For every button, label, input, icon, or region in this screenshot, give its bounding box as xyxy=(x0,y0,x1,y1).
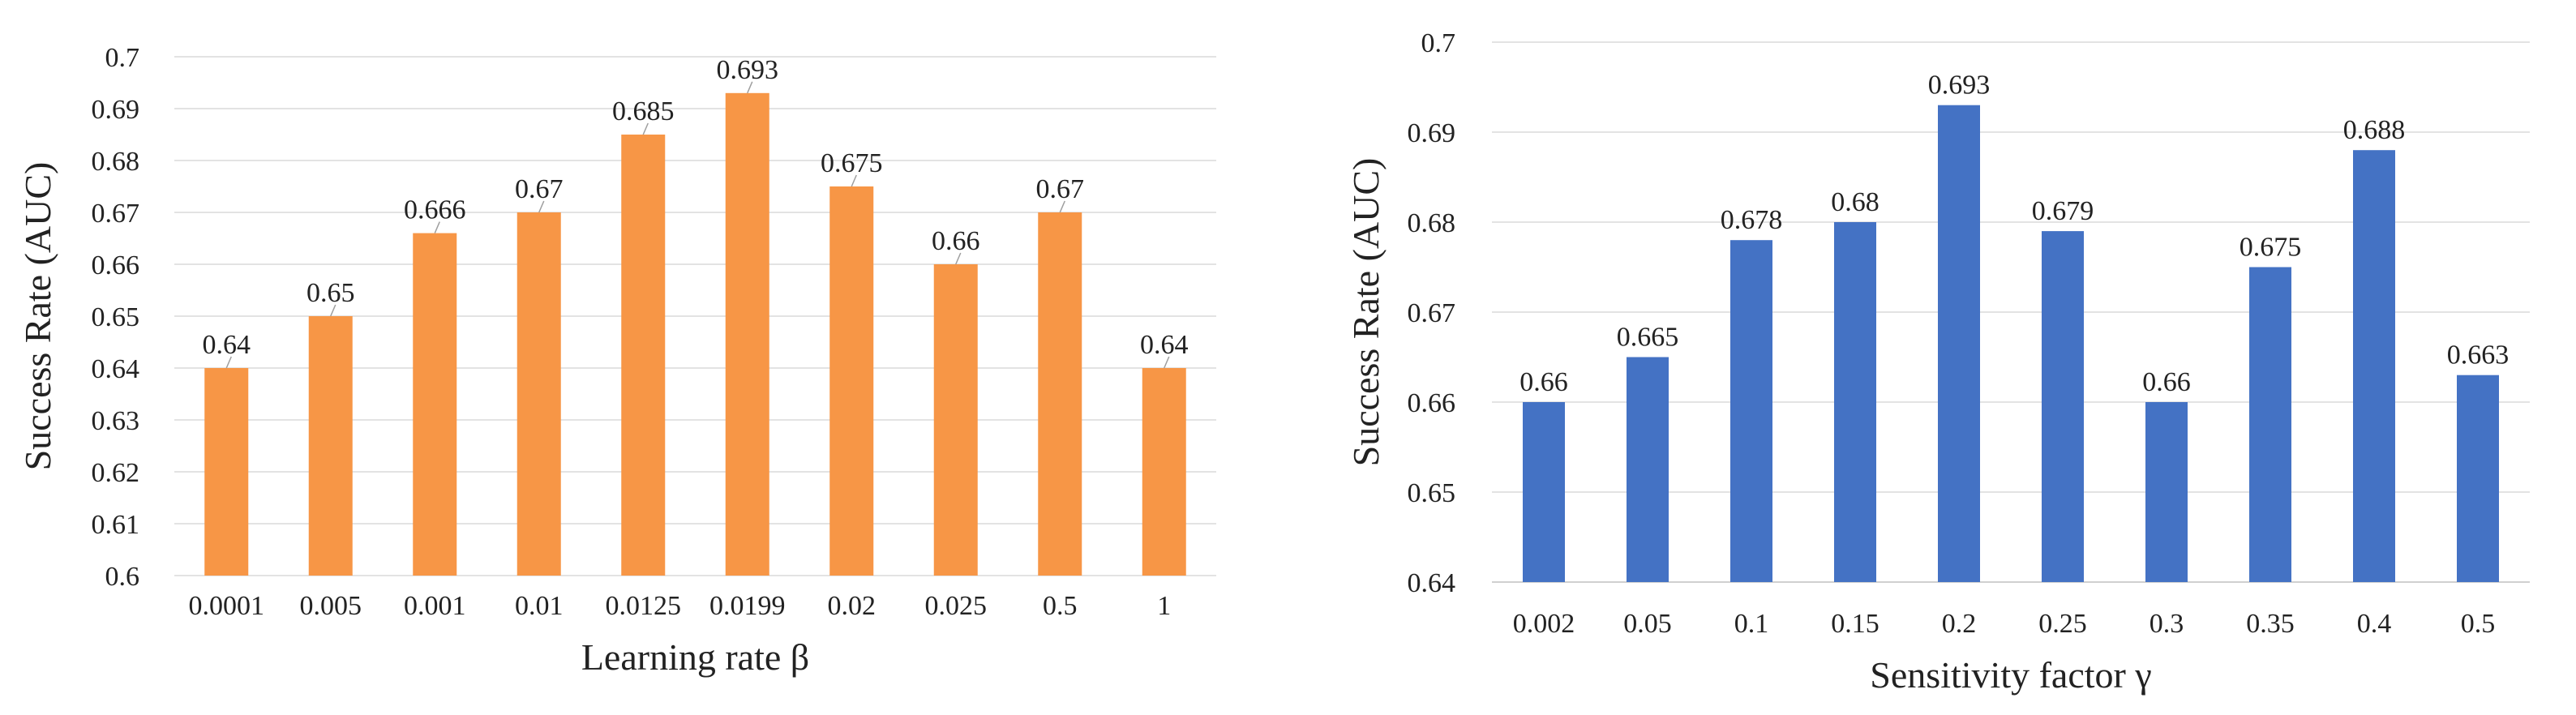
label-leader-line xyxy=(225,356,232,369)
learning-rate-chart: 0.6 0.61 0.62 0.63 0.64 0.65 0.66 0.67 0.68 0.69 0… xyxy=(17,43,1216,678)
x-tick-label: 0.0199 xyxy=(709,591,786,621)
x-tick-label: 0.3 xyxy=(2150,609,2184,639)
y-tick-label: 0.64 xyxy=(1408,568,1456,598)
y-tick-label: 0.63 xyxy=(92,406,140,436)
label-leader-line xyxy=(1059,200,1065,213)
label-leader-line xyxy=(851,174,857,187)
label-leader-line xyxy=(538,200,545,213)
data-label: 0.685 xyxy=(612,96,675,126)
data-label: 0.65 xyxy=(306,278,355,308)
x-tick-label: 0.15 xyxy=(1831,609,1879,639)
y-axis-title: Success Rate (AUC) xyxy=(1345,158,1387,467)
x-tick-label: 0.5 xyxy=(1043,591,1078,621)
label-leader-line xyxy=(955,252,962,265)
label-leader-line xyxy=(434,221,440,233)
x-tick-label: 0.02 xyxy=(828,591,877,621)
x-tick-label: 1 xyxy=(1157,591,1171,621)
x-axis-title: Learning rate β xyxy=(581,636,809,678)
data-label: 0.693 xyxy=(1928,71,1991,101)
data-label: 0.66 xyxy=(2142,367,2191,397)
bar xyxy=(516,212,561,576)
y-tick-label: 0.67 xyxy=(92,199,140,229)
data-label: 0.665 xyxy=(1617,323,1679,353)
data-label: 0.679 xyxy=(2032,196,2094,226)
data-label: 0.678 xyxy=(1721,205,1783,235)
bar xyxy=(2457,375,2499,582)
x-tick-label: 0.35 xyxy=(2246,609,2295,639)
bar xyxy=(308,316,353,576)
data-label: 0.67 xyxy=(515,174,564,204)
data-label: 0.64 xyxy=(203,330,251,360)
label-leader-line xyxy=(747,81,753,94)
bar xyxy=(2353,150,2395,582)
bar xyxy=(1834,222,1876,582)
data-label: 0.66 xyxy=(932,226,980,256)
x-tick-label: 0.0125 xyxy=(606,591,682,621)
x-tick-label: 0.5 xyxy=(2461,609,2496,639)
x-tick-label: 0.005 xyxy=(300,591,362,621)
y-tick-label: 0.67 xyxy=(1408,298,1456,328)
y-tick-label: 0.68 xyxy=(92,147,140,177)
y-tick-label: 0.66 xyxy=(92,250,140,280)
y-tick-label: 0.65 xyxy=(1408,478,1456,508)
bar xyxy=(2145,402,2188,582)
y-tick-label: 0.65 xyxy=(92,302,140,332)
bar xyxy=(2249,267,2291,582)
y-tick-label: 0.66 xyxy=(1408,388,1456,418)
x-axis-title: Sensitivity factor γ xyxy=(1870,654,2151,696)
x-tick-label: 0.025 xyxy=(925,591,988,621)
y-tick-label: 0.6 xyxy=(105,562,140,592)
x-tick-label: 0.002 xyxy=(1513,609,1575,639)
label-leader-line xyxy=(642,122,649,135)
bar xyxy=(2042,231,2084,582)
x-tick-label: 0.0001 xyxy=(189,591,265,621)
data-label: 0.693 xyxy=(717,55,779,85)
bar xyxy=(1938,105,1980,582)
bar xyxy=(829,186,874,576)
bar xyxy=(204,368,249,576)
data-label: 0.666 xyxy=(404,195,466,225)
bar xyxy=(621,135,666,576)
y-tick-label: 0.69 xyxy=(1408,118,1456,148)
bar xyxy=(1038,212,1082,576)
data-label: 0.67 xyxy=(1036,174,1085,204)
y-tick-label: 0.61 xyxy=(92,510,140,540)
bar xyxy=(1627,357,1669,582)
bar xyxy=(1523,402,1565,582)
label-leader-line xyxy=(1164,356,1170,369)
x-tick-label: 0.4 xyxy=(2357,609,2392,639)
y-axis-title: Success Rate (AUC) xyxy=(17,162,58,471)
data-label: 0.675 xyxy=(2240,233,2302,263)
data-label: 0.663 xyxy=(2447,340,2510,370)
bar xyxy=(725,92,769,576)
label-leader-line xyxy=(330,304,336,317)
x-tick-label: 0.25 xyxy=(2038,609,2087,639)
data-label: 0.688 xyxy=(2343,115,2406,145)
y-tick-label: 0.64 xyxy=(92,354,140,384)
bar xyxy=(933,264,978,576)
y-tick-label: 0.68 xyxy=(1408,208,1456,238)
y-tick-label: 0.7 xyxy=(105,43,140,73)
data-label: 0.66 xyxy=(1519,367,1568,397)
x-tick-label: 0.001 xyxy=(404,591,466,621)
bar xyxy=(1730,240,1772,582)
y-tick-label: 0.62 xyxy=(92,458,140,488)
x-tick-label: 0.05 xyxy=(1623,609,1672,639)
bar xyxy=(413,233,457,576)
sensitivity-factor-chart: 0.64 0.65 0.66 0.67 0.68 0.69 0.7 0.66 0.002 0.66… xyxy=(1345,28,2530,696)
bar xyxy=(1142,368,1186,576)
y-tick-label: 0.69 xyxy=(92,95,140,125)
data-label: 0.68 xyxy=(1831,187,1879,217)
data-label: 0.64 xyxy=(1140,330,1189,360)
data-label: 0.675 xyxy=(821,148,883,178)
x-tick-label: 0.01 xyxy=(515,591,564,621)
x-tick-label: 0.2 xyxy=(1942,609,1977,639)
y-tick-label: 0.7 xyxy=(1421,28,1456,58)
x-tick-label: 0.1 xyxy=(1734,609,1769,639)
